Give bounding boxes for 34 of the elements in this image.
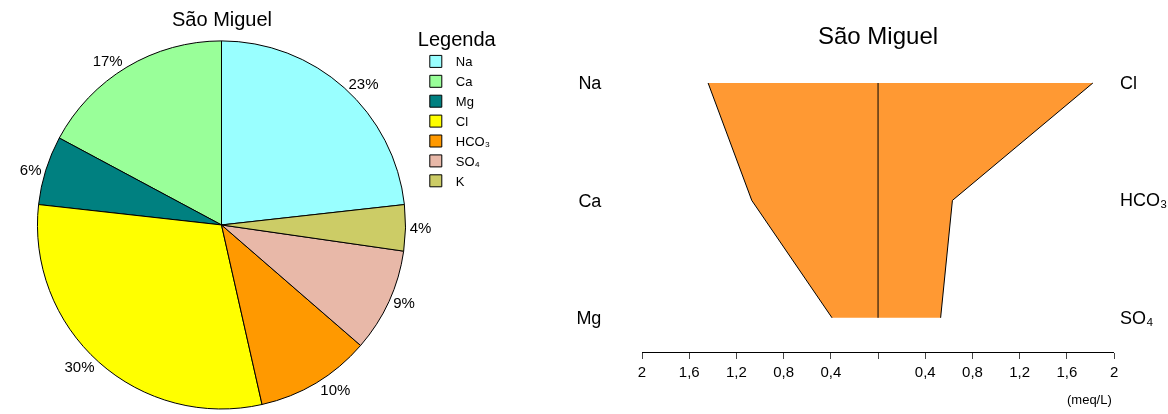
data-label: 10% <box>320 380 351 398</box>
y-tick-label: Na <box>578 73 603 94</box>
data-label: 17% <box>92 52 123 70</box>
y2-tick-label: HCO₃ <box>1120 190 1168 210</box>
legend-label: Ca <box>455 74 474 90</box>
legend-label: Cl <box>455 114 469 130</box>
legend-label: HCO₃ <box>455 134 490 150</box>
x-tick-label: 0,4 <box>820 362 842 380</box>
x-tick-label: 0,8 <box>962 362 983 380</box>
x-tick-label: 1,6 <box>1056 362 1078 380</box>
chart-title: São Miguel <box>172 8 273 30</box>
data-label: 4% <box>409 219 432 237</box>
legend-label: K <box>455 173 465 189</box>
legend-label: Mg <box>455 94 474 110</box>
x-tick-label: 1,6 <box>678 362 700 380</box>
x-axis-title: (meq/L) <box>1067 392 1112 407</box>
y-tick-label: Ca <box>578 190 603 211</box>
x-tick-label: 2 <box>1109 362 1119 380</box>
x-tick-label: 0,8 <box>773 362 795 380</box>
data-label: 30% <box>64 358 95 376</box>
x-tick-label: 1,2 <box>725 362 747 380</box>
legend-title: Legenda <box>417 28 497 51</box>
x-tick-label: 0,4 <box>914 362 936 380</box>
y2-tick-label: Cl <box>1120 73 1137 93</box>
y2-tick-label: SO₄ <box>1120 308 1154 328</box>
legend-label: Na <box>455 54 474 70</box>
chart-title: São Miguel <box>818 22 939 49</box>
legend-label: SO₄ <box>455 153 480 169</box>
y-tick-label: Mg <box>576 308 602 329</box>
x-tick-label: 2 <box>637 362 647 380</box>
data-label: 23% <box>348 74 379 92</box>
data-label: 9% <box>393 294 415 312</box>
data-label: 6% <box>19 161 42 179</box>
x-tick-label: 1,2 <box>1009 362 1031 380</box>
